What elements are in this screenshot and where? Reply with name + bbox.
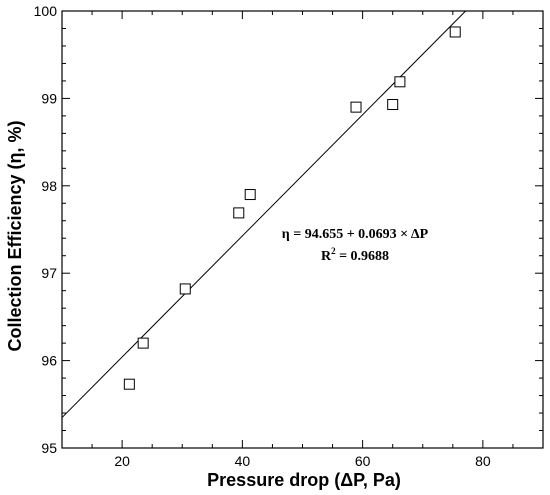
data-point — [350, 101, 362, 113]
r-squared-label: R2 = 0.9688 — [321, 246, 389, 264]
x-tick-label: 80 — [475, 453, 491, 469]
x-axis-title: Pressure drop (ΔP, Pa) — [207, 470, 401, 490]
y-axis: 95 96 97 98 99 100 — [34, 3, 543, 456]
data-point — [233, 207, 245, 219]
y-tick-label: 95 — [41, 440, 57, 456]
r-squared-value: = 0.9688 — [336, 249, 389, 264]
x-axis: 20 40 60 80 — [61, 11, 544, 469]
data-point — [394, 76, 406, 88]
data-points — [123, 26, 461, 390]
y-tick-label: 96 — [41, 353, 57, 369]
y-tick-label: 100 — [34, 3, 58, 19]
fit-line-group — [61, 10, 466, 418]
y-tick-label: 97 — [41, 265, 57, 281]
x-tick-label: 40 — [235, 453, 251, 469]
y-axis-title: Collection Efficiency (η, %) — [5, 120, 25, 351]
fit-equation: η = 94.655 + 0.0693 × ΔP — [282, 227, 429, 242]
fit-line — [61, 10, 466, 418]
x-tick-label: 60 — [355, 453, 371, 469]
data-point — [179, 283, 191, 295]
x-tick-label: 20 — [114, 453, 130, 469]
data-point — [244, 189, 256, 201]
y-tick-label: 99 — [41, 90, 57, 106]
y-tick-label: 98 — [41, 178, 57, 194]
data-point — [387, 99, 399, 111]
data-point — [123, 378, 135, 390]
data-point — [137, 337, 149, 349]
data-point — [449, 26, 461, 38]
r-squared-superscript: 2 — [331, 246, 336, 256]
r-squared-prefix: R — [321, 249, 332, 264]
